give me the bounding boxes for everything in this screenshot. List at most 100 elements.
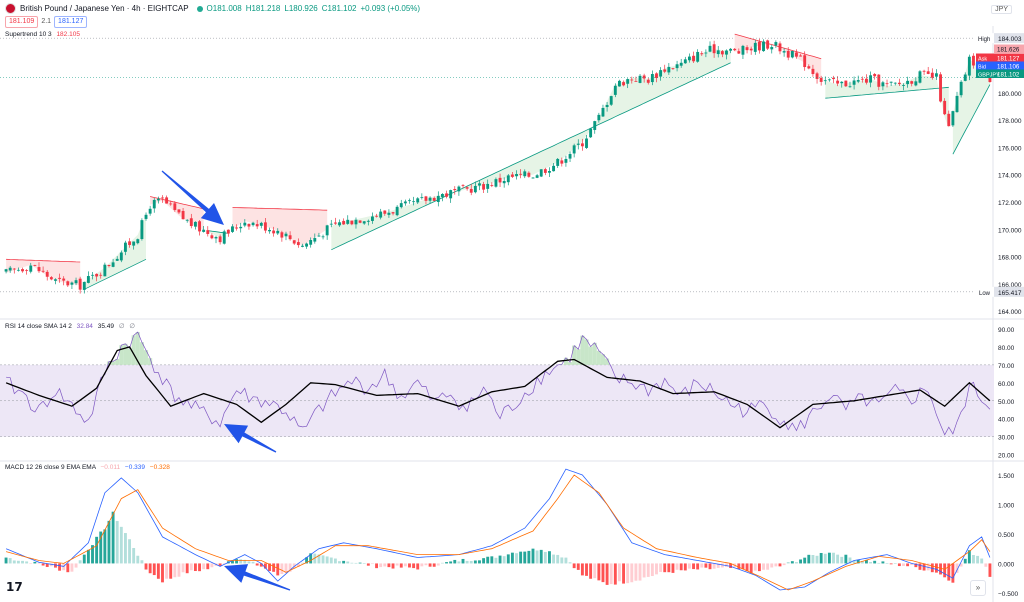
macd-histogram-bar bbox=[671, 563, 675, 573]
candle-body bbox=[947, 113, 951, 127]
candle-body bbox=[753, 42, 757, 52]
candle-body bbox=[749, 48, 753, 51]
candle-body bbox=[416, 198, 420, 203]
currency-box[interactable]: JPY bbox=[991, 5, 1012, 14]
candle-body bbox=[465, 187, 469, 189]
macd-histogram-bar bbox=[634, 563, 638, 581]
macd-histogram-bar bbox=[317, 554, 321, 564]
macd-histogram-bar bbox=[827, 552, 831, 564]
macd-histogram-bar bbox=[613, 563, 617, 585]
macd-histogram-bar bbox=[436, 563, 440, 566]
ohlc-change: +0.093 (+0.05%) bbox=[360, 4, 421, 13]
candle-body bbox=[490, 185, 494, 187]
rsi-overbought-fill bbox=[572, 345, 577, 365]
rsi-tick-label: 40.00 bbox=[998, 417, 1015, 424]
candle-body bbox=[967, 56, 971, 76]
candle-body bbox=[873, 73, 877, 77]
candle-body bbox=[482, 184, 486, 190]
candle-body bbox=[774, 42, 778, 46]
candle-body bbox=[478, 183, 481, 186]
supertrend-name: Supertrend 10 3 bbox=[5, 31, 52, 38]
low-value: 165.417 bbox=[998, 290, 1022, 297]
supertrend-band-fill bbox=[84, 214, 146, 290]
macd-histogram-bar bbox=[82, 554, 86, 564]
macd-histogram-bar bbox=[4, 557, 8, 564]
macd-histogram-bar bbox=[716, 563, 720, 568]
candle-body bbox=[338, 222, 341, 226]
macd-histogram-bar bbox=[745, 563, 749, 572]
macd-histogram-bar bbox=[774, 563, 778, 567]
macd-histogram-bar bbox=[704, 563, 708, 568]
macd-tick-label: −0.500 bbox=[998, 591, 1018, 598]
candle-body bbox=[605, 104, 609, 108]
scroll-to-latest-button[interactable]: » bbox=[970, 580, 986, 596]
high-value: 184.003 bbox=[998, 36, 1022, 43]
spread-value: 2.1 bbox=[41, 18, 52, 25]
candle-body bbox=[214, 237, 218, 239]
candle-body bbox=[91, 274, 94, 276]
price-tick-label: 174.000 bbox=[998, 173, 1022, 180]
macd-histogram-bar bbox=[852, 560, 856, 564]
candle-body bbox=[696, 51, 700, 62]
symbol-title[interactable]: British Pound / Japanese Yen · 4h · EIGH… bbox=[20, 4, 189, 13]
macd-histogram-bar bbox=[535, 550, 539, 564]
macd-histogram-bar bbox=[795, 562, 798, 564]
macd-legend[interactable]: MACD 12 26 close 9 EMA EMA −0.011 −0.339… bbox=[5, 464, 170, 471]
candle-body bbox=[712, 44, 716, 54]
rsi-overbought-fill bbox=[131, 335, 136, 365]
macd-histogram-bar bbox=[358, 562, 362, 564]
macd-histogram-bar bbox=[49, 563, 53, 567]
macd-histogram-bar bbox=[959, 563, 963, 567]
macd-histogram-bar bbox=[86, 549, 90, 564]
candle-body bbox=[371, 216, 374, 221]
candle-body bbox=[325, 225, 329, 236]
macd-histogram-bar bbox=[663, 563, 667, 573]
candle-body bbox=[741, 45, 745, 55]
macd-histogram-bar bbox=[16, 560, 20, 564]
candle-body bbox=[827, 79, 831, 81]
macd-histogram-bar bbox=[482, 558, 486, 564]
macd-histogram-bar bbox=[490, 556, 494, 564]
price-tag-bg bbox=[976, 69, 1024, 78]
candle-body bbox=[770, 47, 774, 50]
macd-histogram-bar bbox=[823, 553, 827, 564]
candle-body bbox=[626, 79, 630, 84]
candle-body bbox=[82, 281, 86, 290]
macd-histogram-bar bbox=[902, 563, 905, 566]
candle-body bbox=[469, 188, 473, 193]
supertrend-legend[interactable]: Supertrend 10 3 182.105 bbox=[5, 31, 80, 38]
candle-body bbox=[432, 198, 436, 201]
candle-body bbox=[12, 268, 16, 270]
candle-body bbox=[218, 236, 222, 243]
macd-histogram-bar bbox=[198, 563, 201, 572]
candle-body bbox=[428, 197, 432, 201]
macd-histogram-bar bbox=[70, 563, 74, 572]
sell-button[interactable]: 181.109 bbox=[5, 16, 39, 28]
candle-body bbox=[58, 277, 62, 279]
macd-histogram-bar bbox=[552, 554, 556, 564]
macd-histogram-bar bbox=[819, 552, 823, 564]
tradingview-logo-icon[interactable]: 17 bbox=[6, 580, 23, 594]
buy-button[interactable]: 181.127 bbox=[54, 16, 88, 28]
macd-histogram-bar bbox=[515, 553, 518, 564]
candle-body bbox=[725, 50, 728, 55]
candle-body bbox=[395, 206, 399, 216]
rsi-overbought-fill bbox=[592, 342, 597, 365]
high-label: High bbox=[978, 37, 990, 43]
macd-histogram-bar bbox=[803, 557, 807, 564]
candle-body bbox=[832, 77, 835, 80]
candle-body bbox=[782, 51, 786, 53]
candle-body bbox=[309, 240, 313, 245]
ohlc-high: H181.218 bbox=[245, 4, 281, 13]
candle-body bbox=[66, 281, 70, 286]
macd-histogram-bar bbox=[202, 563, 206, 570]
macd-histogram-bar bbox=[338, 561, 341, 564]
supertrend-band-fill bbox=[232, 207, 328, 246]
rsi-legend[interactable]: RSI 14 close SMA 14 2 32.84 35.49 ∅ ∅ bbox=[5, 322, 135, 330]
ohlc-low: L180.926 bbox=[284, 4, 318, 13]
price-tick-label: 168.000 bbox=[998, 255, 1022, 262]
candle-body bbox=[107, 264, 111, 266]
rsi-overbought-fill bbox=[115, 358, 120, 365]
candle-body bbox=[74, 280, 78, 284]
